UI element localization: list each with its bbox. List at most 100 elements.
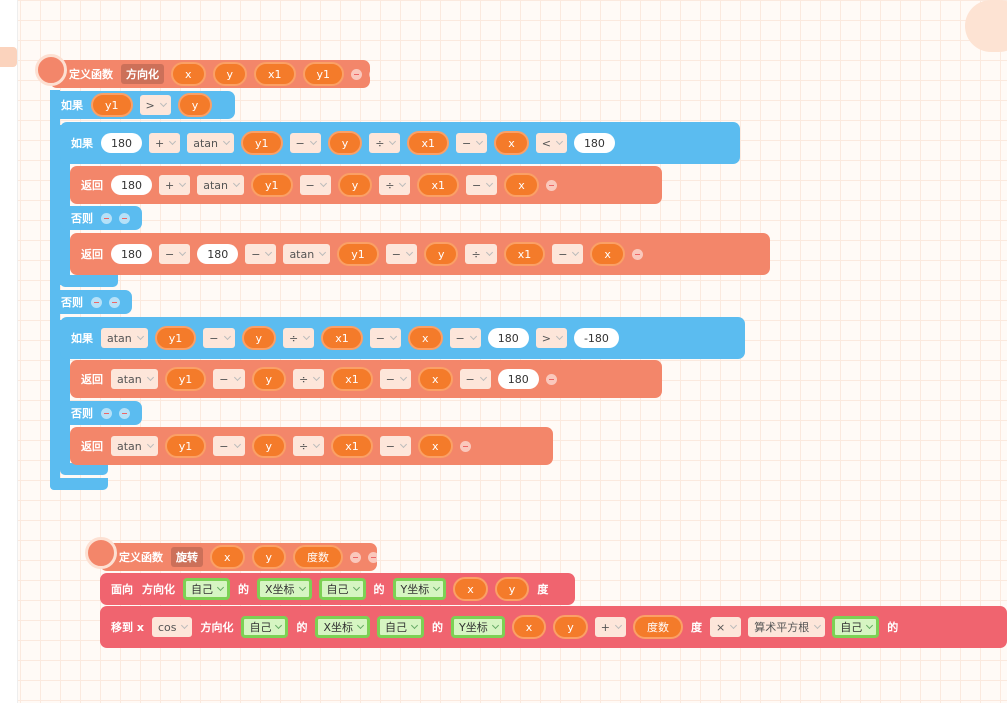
remove-button[interactable] — [101, 212, 112, 224]
variable[interactable]: x — [407, 326, 443, 350]
variable[interactable]: x1 — [331, 434, 373, 458]
code-block[interactable]: 否则 — [60, 206, 142, 230]
code-block[interactable]: 定义函数 旋转 x y 度数 — [100, 543, 377, 571]
number-input[interactable]: 180 — [111, 244, 152, 264]
variable[interactable]: x1 — [417, 173, 459, 197]
code-block[interactable]: 面向 方向化 自己的 X坐标 自己的 Y坐标 x y 度 — [100, 573, 575, 605]
code-block[interactable]: 返回 atan y1− y ÷ x1− x −180 — [70, 360, 662, 398]
variable[interactable]: 度数 — [632, 615, 683, 639]
code-block[interactable]: 定义函数 方向化 x y x1 y1 — [50, 60, 370, 88]
number-input[interactable]: 180 — [197, 244, 239, 264]
variable[interactable]: y1 — [302, 62, 345, 86]
variable[interactable]: y1 — [337, 242, 379, 266]
remove-button[interactable] — [631, 248, 643, 260]
code-block[interactable]: 返回 180−180− atan y1− y ÷ x1− x — [70, 233, 770, 275]
sprite-dropdown[interactable]: X坐标 — [257, 578, 312, 600]
dropdown[interactable]: > — [139, 95, 171, 115]
variable[interactable]: x — [504, 173, 539, 197]
variable[interactable]: x — [494, 131, 529, 155]
remove-button[interactable] — [101, 407, 112, 419]
variable[interactable]: x — [417, 434, 453, 458]
code-block[interactable]: 返回 atan y1− y ÷ x1− x — [70, 427, 553, 465]
add-button[interactable] — [368, 551, 377, 563]
code-block[interactable]: 返回 180 + atan y1− y ÷ x1− x — [70, 166, 662, 204]
sprite-dropdown[interactable]: 自己 — [832, 616, 880, 638]
variable[interactable]: y1 — [154, 326, 197, 350]
variable[interactable]: x — [590, 242, 625, 266]
dropdown[interactable]: − — [459, 369, 491, 389]
variable[interactable]: y — [212, 62, 248, 86]
remove-button[interactable] — [459, 440, 471, 452]
dropdown[interactable]: − — [379, 436, 411, 456]
dropdown[interactable]: − — [465, 175, 498, 195]
remove-button[interactable] — [351, 68, 363, 80]
code-block[interactable]: 否则 — [60, 401, 142, 425]
variable[interactable]: x1 — [254, 62, 296, 86]
variable[interactable]: 度数 — [293, 545, 344, 569]
add-button[interactable] — [369, 68, 370, 80]
add-button[interactable] — [109, 296, 120, 308]
dropdown[interactable]: + — [149, 133, 181, 153]
dropdown[interactable]: + — [159, 175, 191, 195]
dropdown[interactable]: cos — [151, 617, 193, 637]
dropdown[interactable]: atan — [111, 436, 158, 456]
remove-button[interactable] — [350, 551, 362, 563]
dropdown[interactable]: ÷ — [293, 369, 325, 389]
number-input[interactable]: 180 — [573, 133, 615, 153]
dropdown[interactable]: − — [299, 175, 331, 195]
variable[interactable]: y — [327, 131, 363, 155]
dropdown[interactable]: − — [245, 244, 277, 264]
variable[interactable]: x1 — [407, 131, 449, 155]
variable[interactable]: y1 — [91, 93, 133, 117]
variable[interactable]: y1 — [164, 434, 207, 458]
variable[interactable]: y — [337, 173, 373, 197]
variable[interactable]: y — [553, 615, 588, 639]
dropdown[interactable]: − — [379, 369, 411, 389]
sprite-dropdown[interactable]: Y坐标 — [451, 616, 505, 638]
code-block[interactable]: 如果 atan y1− y ÷ x1− x −180 > -180 — [60, 317, 745, 359]
number-input[interactable]: 180 — [487, 328, 529, 348]
dropdown[interactable]: − — [369, 328, 401, 348]
dropdown[interactable]: < — [535, 133, 567, 153]
remove-button[interactable] — [545, 373, 557, 385]
variable[interactable]: y — [251, 367, 287, 391]
dropdown[interactable]: atan — [197, 175, 244, 195]
variable[interactable]: x — [171, 62, 206, 86]
dropdown[interactable]: − — [213, 436, 245, 456]
dropdown[interactable]: − — [213, 369, 245, 389]
remove-button[interactable] — [91, 296, 102, 308]
sprite-dropdown[interactable]: 自己 — [183, 578, 230, 600]
sprite-dropdown[interactable]: 自己 — [318, 578, 366, 600]
variable[interactable]: x1 — [503, 242, 546, 266]
dropdown[interactable]: atan — [111, 369, 158, 389]
dropdown[interactable]: − — [203, 328, 235, 348]
dropdown[interactable]: ÷ — [379, 175, 411, 195]
variable[interactable]: x — [511, 615, 547, 639]
remove-button[interactable] — [545, 179, 557, 191]
dropdown[interactable]: − — [159, 244, 191, 264]
sprite-dropdown[interactable]: 自己 — [241, 616, 289, 638]
variable[interactable]: x — [453, 577, 488, 601]
variable[interactable]: y — [494, 577, 530, 601]
dropdown[interactable]: − — [385, 244, 417, 264]
number-input[interactable]: -180 — [573, 328, 619, 348]
dropdown[interactable]: × — [709, 617, 742, 637]
dropdown[interactable]: > — [535, 328, 567, 348]
number-input[interactable]: 180 — [497, 369, 539, 389]
add-button[interactable] — [119, 407, 130, 419]
variable[interactable]: x1 — [331, 367, 373, 391]
dropdown[interactable]: atan — [101, 328, 148, 348]
number-input[interactable]: 180 — [111, 175, 152, 195]
add-button[interactable] — [119, 212, 130, 224]
variable[interactable]: y1 — [241, 131, 283, 155]
dropdown[interactable]: ÷ — [465, 244, 497, 264]
variable[interactable]: y1 — [251, 173, 293, 197]
number-input[interactable]: 180 — [101, 133, 142, 153]
dropdown[interactable]: atan — [283, 244, 331, 264]
dropdown[interactable]: − — [552, 244, 584, 264]
code-block[interactable]: 移到 x cos 方向化 自己的 X坐标 自己的 Y坐标 x y + 度数度 × 算术平方根 自己的 — [100, 606, 1007, 648]
code-block[interactable]: 如果 180 + atan y1− y ÷ x1− x <180 — [60, 122, 740, 164]
dropdown[interactable]: − — [289, 133, 321, 153]
code-block[interactable]: 如果 y1 > y — [50, 91, 235, 119]
sprite-dropdown[interactable]: 自己 — [377, 616, 424, 638]
